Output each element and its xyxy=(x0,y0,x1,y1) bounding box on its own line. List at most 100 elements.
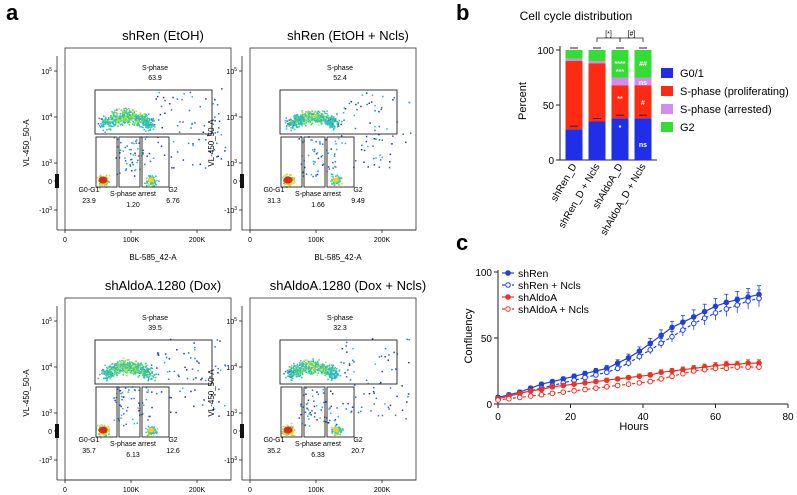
flow-dot xyxy=(307,112,309,114)
s-phase-gate xyxy=(279,89,398,135)
flow-dot xyxy=(133,113,135,116)
flow-dot xyxy=(331,431,333,433)
flow-dot xyxy=(292,367,294,369)
flow-dot xyxy=(136,371,138,374)
flow-dot xyxy=(120,405,122,408)
flow-dot xyxy=(353,371,355,373)
flow-dot xyxy=(295,114,298,116)
flow-dot xyxy=(284,182,287,184)
data-point xyxy=(680,327,686,333)
flow-dot xyxy=(299,118,302,120)
flow-dot xyxy=(282,426,285,428)
flow-dot xyxy=(115,114,117,117)
flow-dot xyxy=(143,120,145,122)
flow-dot xyxy=(387,359,389,361)
flow-dot xyxy=(149,175,152,177)
flow-dot xyxy=(323,119,326,122)
flow-dot xyxy=(191,123,193,125)
flow-dot xyxy=(393,351,395,354)
flow-y-tick-label: 103 xyxy=(41,159,52,168)
flow-dot xyxy=(337,137,340,140)
flow-dot xyxy=(297,120,300,123)
flow-dot xyxy=(308,117,311,120)
flow-dot xyxy=(350,411,352,414)
flow-dot xyxy=(120,414,123,417)
flow-dot xyxy=(126,371,128,374)
flow-dot xyxy=(129,368,131,370)
flow-dot xyxy=(298,123,300,125)
flow-dot xyxy=(144,138,147,140)
flow-dot xyxy=(319,117,321,119)
flow-dot xyxy=(194,349,196,351)
sig-annotation: * xyxy=(619,125,622,132)
flow-dot xyxy=(139,372,141,374)
flow-dot xyxy=(133,111,135,113)
flow-dot xyxy=(317,372,319,374)
flow-dot xyxy=(129,163,131,166)
flow-dot xyxy=(330,125,332,128)
flow-dot xyxy=(154,429,157,432)
flow-dot xyxy=(142,126,144,129)
flow-dot xyxy=(301,125,303,127)
flow-dot xyxy=(299,369,301,372)
flow-dot xyxy=(326,121,328,124)
flow-dot xyxy=(325,361,327,363)
flow-dot xyxy=(155,392,158,395)
flow-dot xyxy=(322,370,324,372)
flow-dot xyxy=(117,364,120,366)
flow-y-tick-label: -103 xyxy=(39,456,52,465)
flow-dot xyxy=(311,365,314,367)
data-point xyxy=(636,353,643,360)
flow-dot xyxy=(285,376,287,379)
flow-dot xyxy=(136,123,138,125)
flow-dot xyxy=(324,421,327,423)
flow-dot xyxy=(330,175,333,178)
flow-dot xyxy=(289,376,291,379)
flow-dot xyxy=(328,168,331,170)
flow-dot xyxy=(113,365,116,367)
flow-y-tick-label: 105 xyxy=(41,67,52,76)
g0g1-label: G0-G1 xyxy=(78,187,99,194)
flow-dot xyxy=(111,121,113,123)
flow-dot xyxy=(133,389,136,391)
data-point xyxy=(625,381,632,388)
flow-dot xyxy=(144,115,146,117)
flow-dot xyxy=(122,407,124,410)
flow-dot xyxy=(106,181,108,183)
flow-dot xyxy=(119,119,121,122)
flow-dot xyxy=(121,359,123,362)
flow-dot xyxy=(152,431,154,434)
flow-dot xyxy=(333,124,335,127)
flow-dot xyxy=(320,369,322,372)
flow-dot xyxy=(120,120,123,122)
data-point xyxy=(712,365,719,372)
flow-dot xyxy=(214,132,216,134)
flow-dot xyxy=(295,115,298,118)
flow-dot xyxy=(119,149,122,152)
flow-dot xyxy=(378,125,381,128)
flow-dot xyxy=(334,153,336,155)
flow-dot xyxy=(135,117,138,120)
bar-segment xyxy=(565,61,583,130)
flow-dot xyxy=(153,428,156,430)
sig-annotation: [#] xyxy=(628,31,636,38)
flow-dot xyxy=(135,116,138,119)
flow-dot xyxy=(123,363,125,366)
data-point xyxy=(549,384,556,390)
flow-dot xyxy=(164,353,167,355)
flow-dot xyxy=(111,371,113,373)
flow-panel: shRen (EtOH)S-phase63.9G0-G123.9S-phase … xyxy=(22,28,232,262)
flow-dot xyxy=(317,361,319,364)
flow-dot xyxy=(152,184,154,187)
flow-zero-band xyxy=(240,424,244,438)
flow-dot xyxy=(118,362,120,365)
flow-dot xyxy=(107,180,109,182)
flow-dot xyxy=(302,365,305,367)
flow-dot xyxy=(116,118,118,120)
flow-dot xyxy=(290,434,293,437)
flow-dot xyxy=(308,115,310,117)
flow-dot xyxy=(336,407,338,409)
flow-dot xyxy=(301,110,303,112)
flow-dot xyxy=(150,364,153,366)
flow-dot xyxy=(124,111,126,113)
